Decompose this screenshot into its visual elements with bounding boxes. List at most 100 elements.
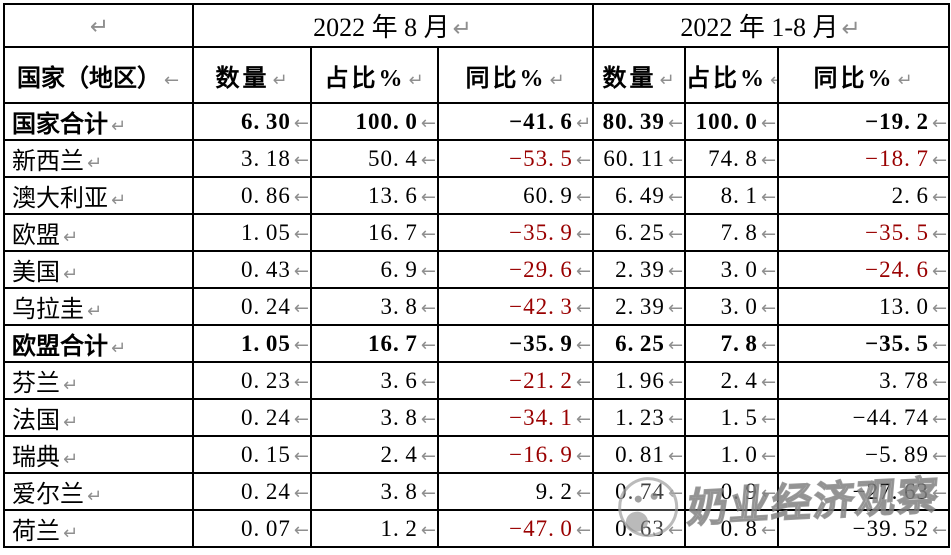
- value-cell: 3. 0 ←: [684, 287, 780, 326]
- paragraph-mark: ←: [667, 519, 684, 541]
- value-cell: 100. 0 ←: [684, 102, 780, 141]
- table-row: 法国 ↵ 0. 24 ← 3. 8 ← −34. 1 ← 1. 23 ← 1. 5 ← −44. 74 ←: [3, 398, 951, 437]
- country-name-cell: 国家合计 ↵: [3, 102, 194, 141]
- value-cell: 0. 8 ←: [684, 509, 780, 548]
- value-cell: 0. 07 ←: [192, 509, 312, 548]
- paragraph-mark: ←: [420, 408, 436, 430]
- paragraph-mark: ←: [293, 112, 309, 134]
- paragraph-mark: ←: [420, 297, 436, 319]
- paragraph-mark: ←: [420, 445, 436, 467]
- value-cell: −42. 3 ←: [436, 287, 595, 326]
- value-cell: 0. 24 ←: [192, 398, 312, 437]
- paragraph-mark: ←: [760, 223, 777, 245]
- paragraph-mark: ←: [293, 334, 309, 356]
- col-header-yoy-aug: 同比% ↵: [436, 46, 595, 104]
- paragraph-mark: ←: [931, 149, 948, 171]
- value-cell: −44. 74 ←: [777, 398, 951, 437]
- paragraph-mark: ←: [420, 334, 436, 356]
- value-cell: 3. 8 ←: [310, 287, 439, 326]
- col-header-share-aug: 占比% ↵: [310, 46, 439, 104]
- paragraph-mark: ↵: [63, 375, 79, 396]
- paragraph-mark: ←: [931, 371, 948, 393]
- country-name-cell: 瑞典 ↵: [3, 435, 194, 474]
- value-cell: 1. 23 ←: [592, 398, 687, 437]
- value-cell: 6. 25 ←: [592, 213, 687, 252]
- paragraph-mark: ←: [667, 334, 684, 356]
- value-cell: −19. 2 ←: [777, 102, 951, 141]
- value-cell: 0. 15 ←: [192, 435, 312, 474]
- value-cell: 0. 23 ←: [192, 361, 312, 400]
- paragraph-mark: ←: [293, 223, 309, 245]
- value-cell: 1. 05 ←: [192, 213, 312, 252]
- value-cell: 7. 8 ←: [684, 324, 780, 363]
- paragraph-mark: ↵: [87, 301, 103, 322]
- value-cell: −29. 6 ←: [436, 250, 595, 289]
- value-cell: 3. 18 ←: [192, 139, 312, 178]
- value-cell: 13. 0 ←: [777, 287, 951, 326]
- paragraph-mark: ←: [760, 482, 777, 504]
- paragraph-mark: ←: [575, 334, 592, 356]
- value-cell: 6. 9 ←: [310, 250, 439, 289]
- value-cell: 0. 81 ←: [592, 435, 687, 474]
- value-cell: 6. 30 ←: [192, 102, 312, 141]
- paragraph-mark: ←: [667, 297, 684, 319]
- paragraph-mark: ←: [575, 445, 592, 467]
- paragraph-mark: ←: [575, 223, 592, 245]
- value-cell: −18. 7 ←: [777, 139, 951, 178]
- value-cell: 3. 8 ←: [310, 472, 439, 511]
- value-cell: 1. 0 ←: [684, 435, 780, 474]
- value-cell: 3. 6 ←: [310, 361, 439, 400]
- paragraph-mark: ←: [575, 186, 592, 208]
- table-row: 国家合计 ↵ 6. 30 ← 100. 0 ← −41. 6 ↵ 80. 39 ← 100. 0 ← −…: [3, 102, 951, 141]
- paragraph-mark: ↵: [63, 523, 79, 544]
- period-ytd-header: 2022 年 1-8 月 ↵: [592, 3, 951, 48]
- value-cell: 2. 6 ←: [777, 176, 951, 215]
- paragraph-mark: ←: [420, 186, 436, 208]
- value-cell: 2. 4 ←: [684, 361, 780, 400]
- value-cell: 3. 8 ←: [310, 398, 439, 437]
- paragraph-mark: ←: [760, 371, 777, 393]
- paragraph-mark: ←: [667, 112, 684, 134]
- period-aug-label: 2022 年 8 月: [313, 13, 450, 42]
- value-cell: −35. 5 ←: [777, 213, 951, 252]
- paragraph-mark: ←: [575, 408, 592, 430]
- value-cell: 60. 9 ←: [436, 176, 595, 215]
- paragraph-mark: ←: [575, 297, 592, 319]
- paragraph-mark: ←: [420, 260, 436, 282]
- paragraph-mark: ←: [420, 112, 436, 134]
- period-header-row: ↵ 2022 年 8 月 ↵ 2022 年 1-8 月 ↵: [3, 3, 951, 48]
- paragraph-mark: ↵: [89, 13, 110, 40]
- country-name-cell: 欧盟 ↵: [3, 213, 194, 252]
- paragraph-mark: ←: [760, 519, 777, 541]
- value-cell: −16. 9 ←: [436, 435, 595, 474]
- table-row: 美国 ↵ 0. 43 ← 6. 9 ← −29. 6 ← 2. 39 ← 3. 0 ← −24. 6 ←: [3, 250, 951, 289]
- value-cell: 2. 39 ←: [592, 287, 687, 326]
- value-cell: 0. 63 ←: [592, 509, 687, 548]
- value-cell: −39. 52 ←: [777, 509, 951, 548]
- value-cell: 100. 0 ←: [310, 102, 439, 141]
- value-cell: 74. 8 ←: [684, 139, 780, 178]
- paragraph-mark: ←: [293, 149, 309, 171]
- paragraph-mark: ←: [420, 519, 436, 541]
- value-cell: 3. 78 ←: [777, 361, 951, 400]
- paragraph-mark: ←: [667, 186, 684, 208]
- value-cell: 6. 49 ←: [592, 176, 687, 215]
- value-cell: 1. 2 ←: [310, 509, 439, 548]
- value-cell: 1. 5 ←: [684, 398, 780, 437]
- paragraph-mark: ←: [293, 186, 309, 208]
- paragraph-mark: ←: [420, 482, 436, 504]
- paragraph-mark: ↵: [408, 69, 424, 91]
- paragraph-mark: ←: [760, 260, 777, 282]
- paragraph-mark: ←: [293, 445, 309, 467]
- value-cell: −53. 5 ←: [436, 139, 595, 178]
- value-cell: 50. 4 ←: [310, 139, 439, 178]
- table-row: 欧盟合计 ↵ 1. 05 ← 16. 7 ← −35. 9 ← 6. 25 ← 7. 8 ← −35. …: [3, 324, 951, 363]
- empty-corner-cell: ↵: [3, 3, 194, 48]
- value-cell: 1. 96 ←: [592, 361, 687, 400]
- country-name-cell: 欧盟合计 ↵: [3, 324, 194, 363]
- value-cell: 2. 39 ←: [592, 250, 687, 289]
- paragraph-mark: ←: [931, 445, 948, 467]
- value-cell: −5. 89 ←: [777, 435, 951, 474]
- value-cell: −27. 63 ←: [777, 472, 951, 511]
